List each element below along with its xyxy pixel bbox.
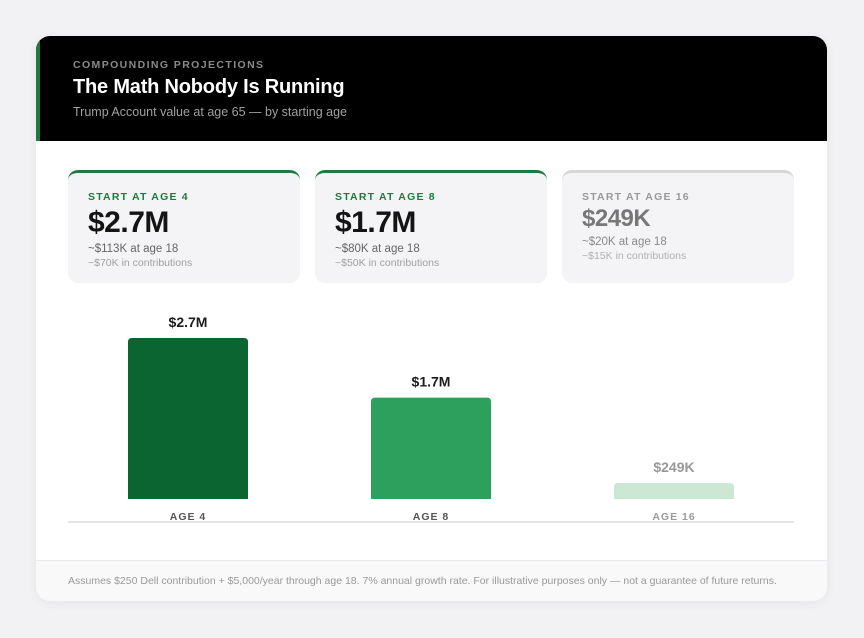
stat-label: START AT AGE 16 [582, 191, 690, 203]
category-label: AGE 8 [413, 511, 450, 523]
stat-value: $1.7M [335, 206, 416, 239]
stat-value: $2.7M [88, 206, 169, 239]
bar-value-label: $2.7M [169, 314, 208, 330]
stat-value: $249K [582, 205, 651, 232]
stat-label: START AT AGE 4 [88, 191, 189, 203]
stat-contributions: ~$50K in contributions [335, 257, 440, 269]
bar-age-8 [371, 397, 491, 499]
page-subtitle: Trump Account value at age 65 — by start… [73, 105, 347, 119]
category-label: AGE 16 [652, 511, 695, 523]
stat-value-at-18: ~$20K at age 18 [582, 236, 667, 248]
stat-contributions: ~$15K in contributions [582, 250, 687, 262]
page-title: The Math Nobody Is Running [73, 76, 345, 98]
category-label: AGE 4 [170, 511, 207, 523]
stat-label: START AT AGE 8 [335, 191, 436, 203]
stat-contributions: ~$70K in contributions [88, 257, 193, 269]
projection-card: COMPOUNDING PROJECTIONS The Math Nobody … [36, 36, 827, 601]
bar-age-16 [614, 483, 734, 499]
bar-age-4 [128, 338, 248, 499]
footer-disclaimer: Assumes $250 Dell contribution + $5,000/… [68, 575, 777, 587]
stat-card-age-8: START AT AGE 8 $1.7M ~$80K at age 18 ~$5… [315, 170, 547, 283]
stat-value-at-18: ~$113K at age 18 [88, 243, 179, 255]
bar-value-label: $249K [653, 459, 694, 475]
footer: Assumes $250 Dell contribution + $5,000/… [36, 560, 827, 601]
stat-card-age-16: START AT AGE 16 $249K ~$20K at age 18 ~$… [562, 170, 794, 283]
bar-chart: $2.7M AGE 4 $1.7M AGE 8 $249K AGE 16 [68, 314, 794, 523]
stat-value-at-18: ~$80K at age 18 [335, 243, 420, 255]
stat-card-age-4: START AT AGE 4 $2.7M ~$113K at age 18 ~$… [68, 170, 300, 283]
eyebrow-label: COMPOUNDING PROJECTIONS [73, 59, 265, 71]
bar-value-label: $1.7M [412, 374, 451, 390]
card-header: COMPOUNDING PROJECTIONS The Math Nobody … [36, 36, 827, 141]
